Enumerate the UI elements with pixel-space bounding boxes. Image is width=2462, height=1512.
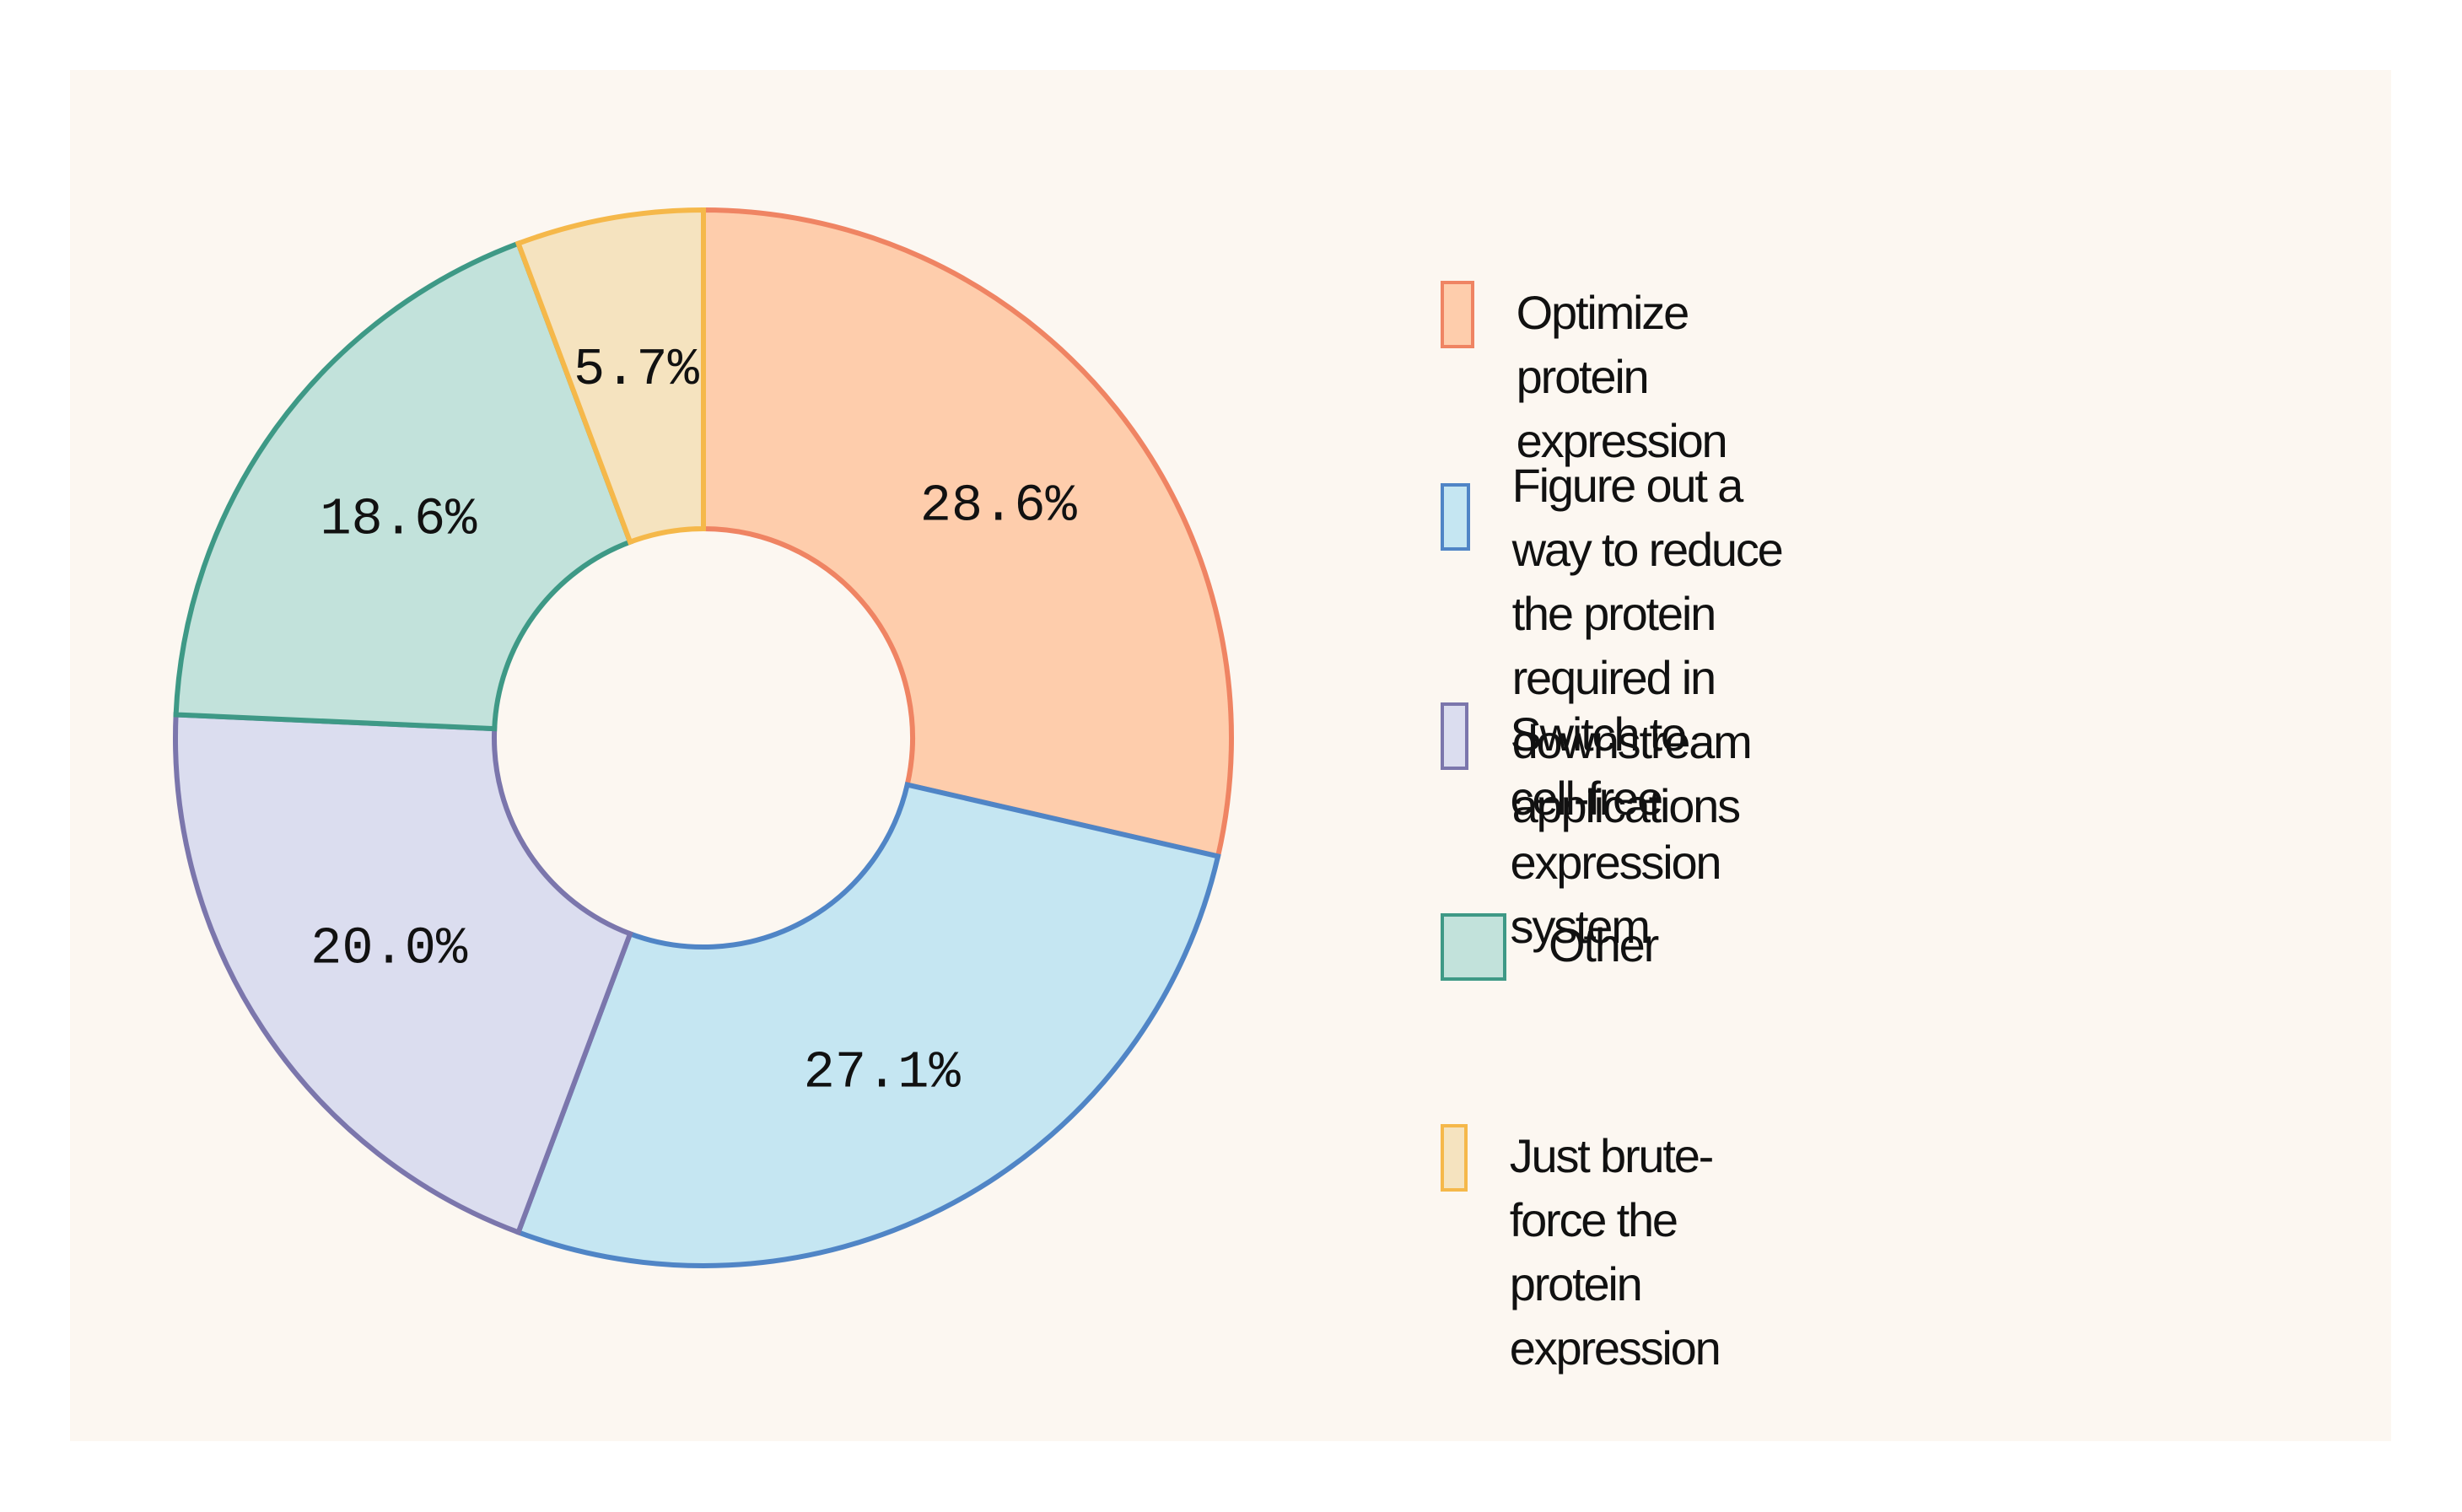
slice-value-label: 20.0% bbox=[310, 919, 468, 979]
legend-swatch-icon bbox=[1441, 281, 1474, 348]
slice-value-label: 28.6% bbox=[920, 476, 1078, 536]
legend-item-cell-free: Switch to cell-free expression system bbox=[1441, 702, 1759, 959]
legend-label: Just brute-force the protein expression bbox=[1509, 1129, 1721, 1375]
legend-item-brute-force: Just brute-force the protein expression bbox=[1441, 1124, 1759, 1380]
slice-value-label: 5.7% bbox=[574, 340, 700, 400]
legend-item-other: Other bbox=[1441, 913, 1659, 981]
slice-reduce-protein bbox=[514, 782, 1221, 1268]
slice-cell-free bbox=[173, 712, 633, 1236]
slice-optimize bbox=[701, 207, 1234, 859]
slice-value-label: 27.1% bbox=[804, 1043, 962, 1103]
legend-swatch-icon bbox=[1441, 1124, 1468, 1192]
legend-item-reduce-protein: Figure out a way to reduce the protein r… bbox=[1441, 459, 1787, 838]
slice-value-label: 18.6% bbox=[320, 489, 477, 549]
legend-item-optimize: Optimize protein expression bbox=[1441, 281, 1759, 473]
legend-swatch-icon bbox=[1441, 913, 1506, 981]
legend-swatch-icon bbox=[1441, 702, 1468, 770]
legend-label: Figure out a way to reduce the protein r… bbox=[1511, 459, 1784, 832]
donut-chart: 28.6% 27.1% 20.0% 18.6% 5.7% bbox=[173, 207, 1234, 1268]
legend-label: Switch to cell-free expression system bbox=[1510, 708, 1722, 953]
slice-other bbox=[173, 239, 633, 732]
legend-swatch-icon bbox=[1441, 483, 1470, 551]
slice-brute-force bbox=[514, 207, 706, 546]
legend-label: Other bbox=[1549, 918, 1659, 971]
legend-label: Optimize protein expression bbox=[1516, 286, 1728, 467]
chart-panel: 28.6% 27.1% 20.0% 18.6% 5.7% Optimize protei… bbox=[70, 70, 2391, 1441]
